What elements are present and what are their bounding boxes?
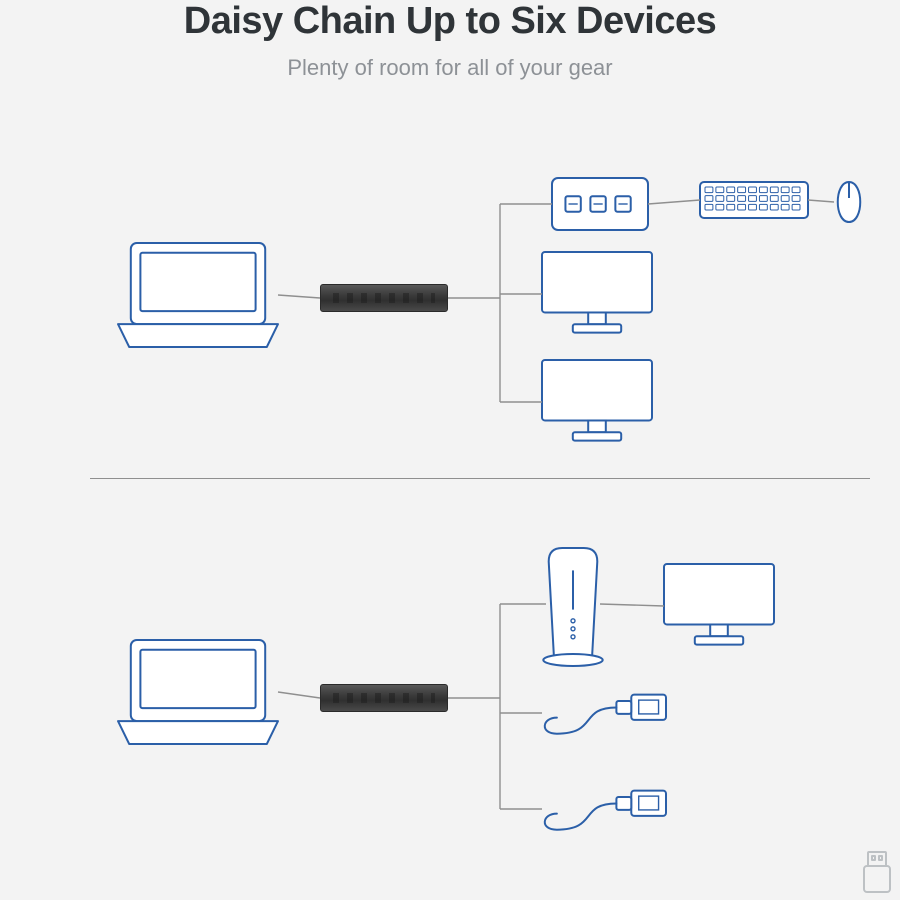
page: Daisy Chain Up to Six Devices Plenty of …: [0, 0, 900, 900]
connector-line: [808, 200, 834, 202]
mouse-icon: [838, 182, 861, 222]
usb-plug-icon: [860, 850, 894, 894]
keyboard-icon: [700, 182, 808, 218]
connector-line: [278, 295, 320, 298]
monitor-icon: [664, 564, 774, 645]
laptop-icon: [118, 640, 278, 744]
connector-line: [600, 604, 664, 606]
monitor-icon: [542, 252, 652, 333]
monitor-icon: [542, 360, 652, 441]
diagram-stage: [0, 0, 900, 900]
vertical-dock-icon: [543, 548, 602, 666]
thunderbolt-hub-photo: [320, 284, 448, 312]
connector-line: [278, 692, 320, 698]
usb-hub-icon: [552, 178, 648, 230]
thunderbolt-hub-photo: [320, 684, 448, 712]
connector-line: [648, 200, 700, 204]
cable-adapter-icon: [545, 791, 666, 830]
laptop-icon: [118, 243, 278, 347]
cable-adapter-icon: [545, 695, 666, 734]
